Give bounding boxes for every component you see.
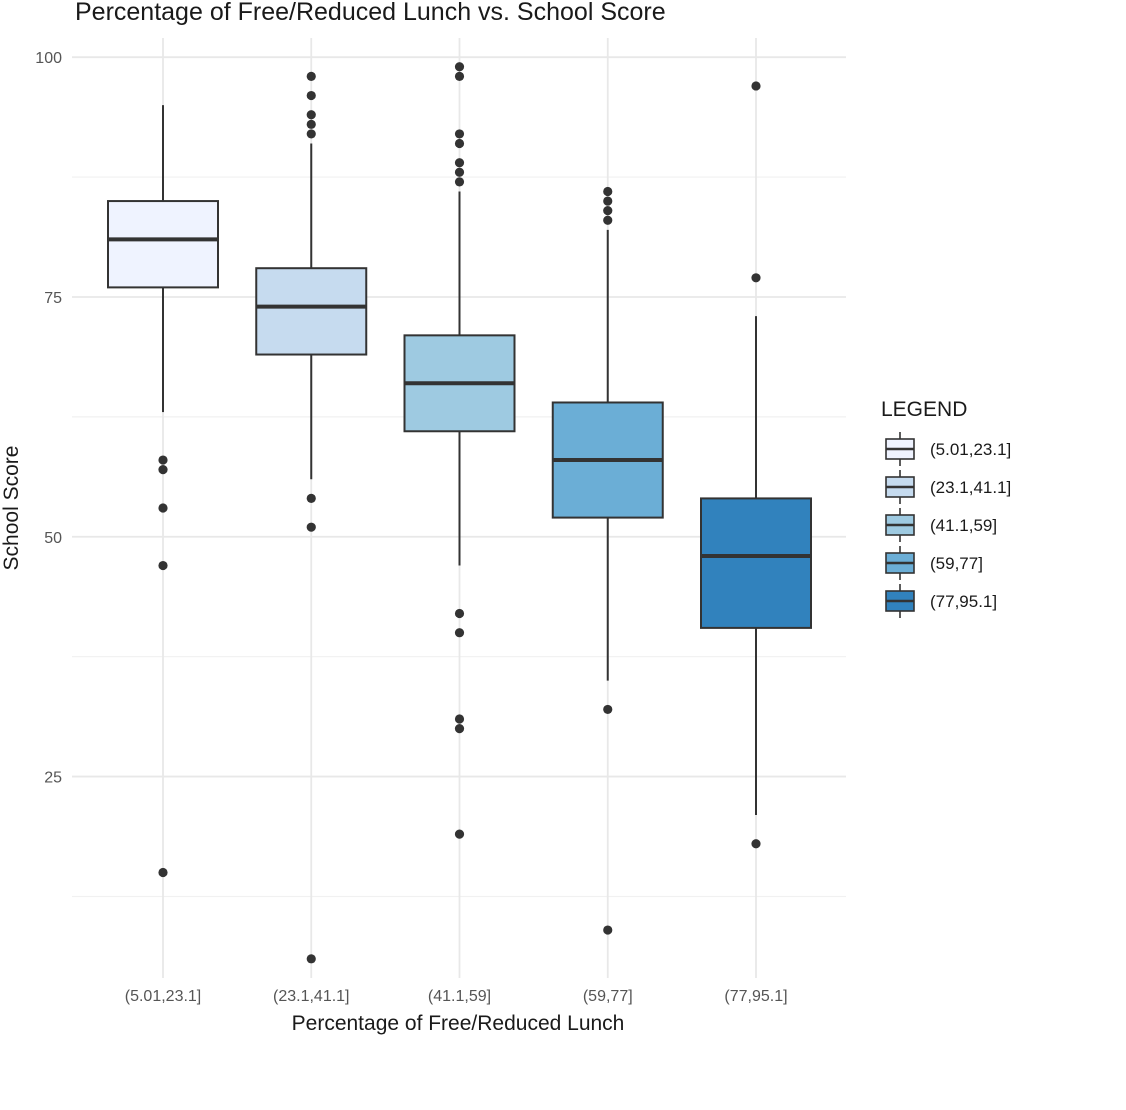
outlier-point (158, 867, 168, 878)
outlier-point (306, 129, 316, 139)
outlier-point (454, 608, 465, 619)
x-tick-label: (5.01,23.1] (125, 988, 202, 1005)
legend-item: (23.1,41.1] (885, 470, 1011, 504)
x-axis-ticks: (5.01,23.1] (23.1,41.1] (41.1,59] (59,77] (7… (125, 988, 788, 1005)
outlier-point (751, 839, 761, 849)
legend-label: (23.1,41.1] (930, 478, 1011, 497)
outlier-point (454, 724, 465, 734)
outlier-point (158, 560, 168, 571)
legend-item: (5.01,23.1] (885, 432, 1011, 466)
outlier-point (306, 493, 316, 504)
box-iqr (255, 267, 368, 356)
chart-title: Percentage of Free/Reduced Lunch vs. Sch… (75, 0, 666, 26)
outlier-point (454, 71, 465, 81)
x-tick-label: (77,95.1] (724, 988, 787, 1005)
outlier-point (158, 503, 168, 513)
outlier-point (603, 925, 613, 935)
outlier-point (158, 465, 168, 475)
y-tick-label: 50 (44, 530, 62, 547)
box-group (700, 81, 812, 849)
legend-item: (59,77] (885, 546, 983, 580)
outlier-point (454, 167, 465, 177)
x-axis-title: Percentage of Free/Reduced Lunch (292, 1012, 625, 1035)
legend-label: (5.01,23.1] (930, 440, 1011, 459)
outlier-point (603, 186, 613, 197)
y-axis-ticks: 25 50 75 100 (35, 50, 62, 786)
outlier-point (751, 81, 761, 91)
x-tick-label: (23.1,41.1] (273, 988, 350, 1005)
outlier-point (454, 177, 465, 187)
outlier-point (751, 273, 761, 283)
outlier-point (306, 90, 316, 101)
legend-item: (41.1,59] (885, 508, 997, 542)
outlier-point (603, 206, 613, 216)
box-iqr (107, 200, 219, 289)
legend-title: LEGEND (881, 398, 967, 421)
outlier-point (603, 196, 613, 206)
outlier-point (454, 129, 465, 139)
legend-label: (41.1,59] (930, 516, 997, 535)
outlier-point (306, 954, 316, 964)
y-tick-label: 25 (44, 770, 62, 787)
box-group (107, 105, 219, 878)
y-tick-label: 100 (35, 50, 62, 67)
outlier-point (454, 829, 465, 839)
y-tick-label: 75 (44, 290, 62, 307)
outlier-point (454, 158, 465, 168)
outlier-point (454, 62, 465, 72)
outlier-point (158, 455, 168, 465)
outlier-point (603, 215, 613, 225)
outlier-point (454, 628, 465, 638)
legend-item: (77,95.1] (885, 584, 997, 618)
outlier-point (454, 138, 465, 149)
box-group (551, 186, 664, 935)
x-tick-label: (41.1,59] (428, 988, 491, 1005)
legend: LEGEND (5.01,23.1] (23.1,41.1] (41.1,59] (5… (881, 398, 1011, 618)
legend-label: (59,77] (930, 554, 983, 573)
outlier-point (306, 522, 316, 532)
box-group (403, 62, 516, 839)
x-tick-label: (59,77] (583, 988, 633, 1005)
legend-label: (77,95.1] (930, 592, 997, 611)
outlier-point (454, 714, 465, 724)
boxplot-series (107, 62, 812, 964)
y-axis-title: School Score (0, 446, 23, 571)
outlier-point (306, 119, 316, 129)
box-group (255, 71, 368, 964)
outlier-point (603, 704, 613, 715)
outlier-point (306, 71, 316, 81)
outlier-point (306, 110, 316, 120)
box-iqr (700, 497, 812, 629)
